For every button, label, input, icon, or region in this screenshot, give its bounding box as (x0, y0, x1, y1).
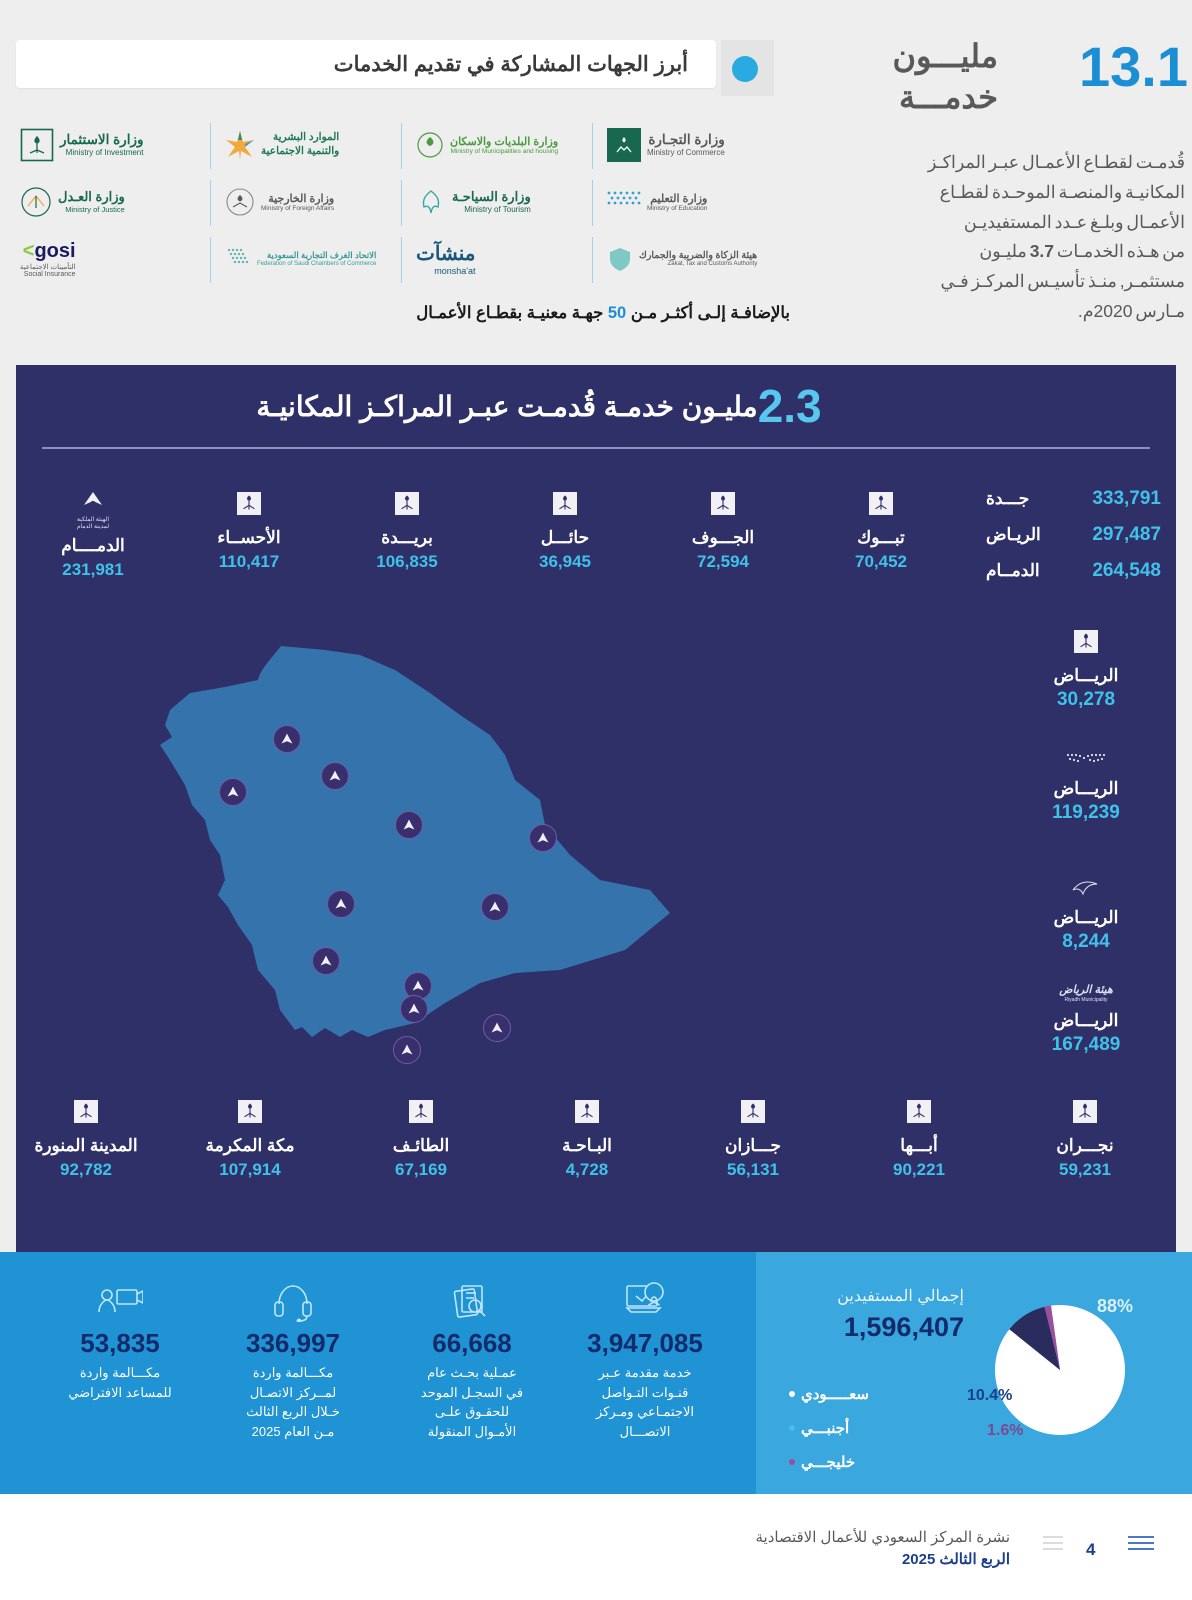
svg-text:1.6%: 1.6% (987, 1422, 1023, 1439)
svg-text:88%: 88% (1097, 1296, 1133, 1316)
svg-text:10.4%: 10.4% (967, 1387, 1012, 1404)
